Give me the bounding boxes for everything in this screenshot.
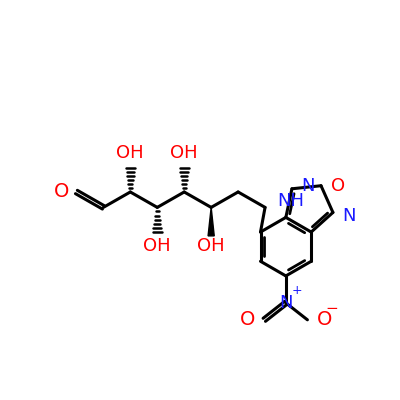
Text: OH: OH [144, 237, 171, 255]
Text: O: O [317, 310, 332, 329]
Text: O: O [331, 177, 345, 195]
Text: N: N [342, 206, 356, 224]
Text: +: + [292, 284, 303, 298]
Text: N: N [279, 294, 293, 312]
Text: O: O [54, 182, 70, 202]
Text: OH: OH [170, 144, 198, 162]
Text: OH: OH [116, 144, 144, 162]
Text: NH: NH [277, 192, 304, 210]
Text: O: O [240, 310, 255, 329]
Text: −: − [325, 301, 338, 316]
Text: N: N [301, 177, 315, 195]
Text: OH: OH [197, 237, 225, 255]
Polygon shape [208, 207, 214, 236]
